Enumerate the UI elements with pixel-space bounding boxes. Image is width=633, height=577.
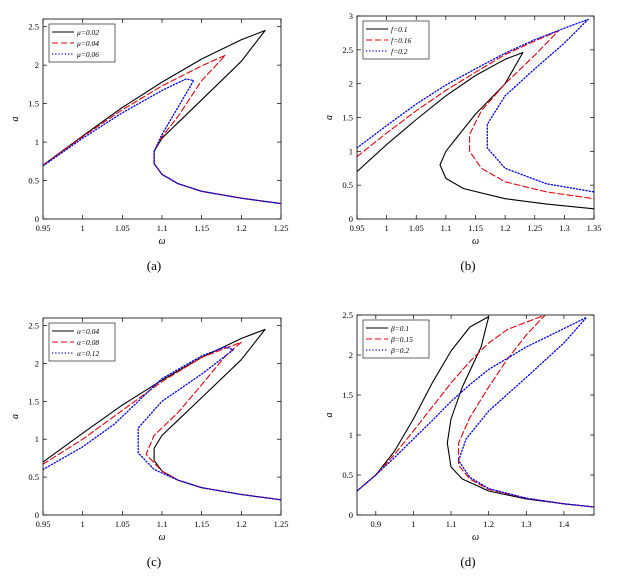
x-tick-label-b-6: 1.25 xyxy=(527,223,542,233)
x-tick-label-c-5: 1.2 xyxy=(236,519,247,529)
y-tick-label-c-4: 2 xyxy=(35,358,39,368)
y-tick-label-d-2: 1 xyxy=(349,430,353,440)
x-axis-label-b: ω xyxy=(472,236,479,247)
y-tick-label-c-2: 1 xyxy=(35,434,39,444)
panel-caption-a: (a) xyxy=(146,258,162,273)
x-tick-label-d-1: 1 xyxy=(411,519,415,529)
series-line-a-2 xyxy=(43,54,281,205)
y-tick-label-a-0: 0 xyxy=(35,214,39,224)
y-tick-label-b-3: 1.5 xyxy=(342,113,353,123)
y-tick-label-a-3: 1.5 xyxy=(28,99,39,109)
legend-label-c-2: α=0.08 xyxy=(77,338,99,347)
x-tick-label-b-0: 0.95 xyxy=(350,223,365,233)
legend-label-a-2: μ=0.04 xyxy=(77,39,99,48)
chart-panel-d: 0.9 1 1.1 1.2 1.3 1.400.511.522.5ωaβ=0.1β=0.1… xyxy=(324,310,595,543)
legend-label-b-2: f=0.16 xyxy=(391,36,412,45)
y-tick-label-a-4: 2 xyxy=(35,60,39,70)
x-tick-label-c-4: 1.15 xyxy=(194,519,209,529)
x-tick-label-a-1: 1 xyxy=(81,223,85,233)
y-tick-label-b-5: 2.5 xyxy=(342,45,353,55)
series-line-c-2 xyxy=(43,341,281,501)
y-tick-label-d-0: 0 xyxy=(349,510,353,520)
y-tick-label-d-3: 1.5 xyxy=(342,390,353,400)
y-tick-label-a-5: 2.5 xyxy=(28,22,39,32)
y-axis-label-d: a xyxy=(324,413,335,418)
y-tick-label-c-5: 2.5 xyxy=(28,321,39,331)
y-tick-label-d-1: 0.5 xyxy=(342,470,353,480)
series-line-d-3 xyxy=(357,316,594,508)
x-tick-label-b-4: 1.15 xyxy=(468,223,483,233)
legend-label-d-2: β=0.15 xyxy=(390,335,413,344)
legend-label-c-3: α=0.12 xyxy=(77,349,99,358)
legend-label-a-1: μ=0.02 xyxy=(77,28,99,37)
series-line-b-1 xyxy=(357,51,594,210)
y-tick-label-b-4: 2 xyxy=(349,79,353,89)
y-tick-label-a-2: 1 xyxy=(35,137,39,147)
y-axis-label-b: a xyxy=(324,115,335,120)
series-line-d-1 xyxy=(357,316,594,508)
legend-d: β=0.1 β=0.15 β=0.2 xyxy=(362,319,430,359)
x-tick-label-c-0: 0.95 xyxy=(36,519,51,529)
axes-frame-d xyxy=(356,314,595,516)
x-tick-label-b-3: 1.1 xyxy=(441,223,452,233)
x-tick-label-b-1: 1 xyxy=(385,223,389,233)
series-line-b-2 xyxy=(357,30,594,200)
panel-caption-d: (d) xyxy=(460,554,476,569)
x-tick-label-b-2: 1.05 xyxy=(409,223,424,233)
y-tick-label-b-0: 0 xyxy=(349,214,353,224)
x-axis-label-d: ω xyxy=(472,532,479,543)
x-tick-label-a-4: 1.15 xyxy=(194,223,209,233)
series-line-c-3 xyxy=(43,346,281,501)
legend-label-b-1: f=0.1 xyxy=(391,25,408,34)
x-tick-label-c-6: 1.25 xyxy=(274,519,289,529)
series-line-b-3 xyxy=(357,18,594,193)
y-tick-label-c-3: 1.5 xyxy=(28,396,39,406)
y-tick-label-d-5: 2.5 xyxy=(342,310,353,320)
x-tick-label-d-4: 1.3 xyxy=(521,519,532,529)
x-axis-label-c: ω xyxy=(158,532,165,543)
x-tick-label-d-0: 0.9 xyxy=(370,519,381,529)
x-tick-label-b-8: 1.35 xyxy=(587,223,602,233)
x-tick-label-d-3: 1.2 xyxy=(483,519,494,529)
panel-caption-b: (b) xyxy=(460,258,476,273)
x-tick-label-c-2: 1.05 xyxy=(115,519,130,529)
x-tick-label-a-2: 1.05 xyxy=(115,223,130,233)
legend-b: f=0.1 f=0.16 f=0.2 xyxy=(362,20,430,60)
x-tick-label-c-3: 1.1 xyxy=(157,519,168,529)
y-tick-label-d-4: 2 xyxy=(349,350,353,360)
x-axis-label-a: ω xyxy=(158,236,165,247)
chart-panel-b: 0.95 1 1.05 1.1 1.15 1.2 1.25 1.3 1.35 0 0.5 1 1.5 2 2… xyxy=(324,11,601,247)
legend-label-d-3: β=0.2 xyxy=(390,346,409,355)
series-line-a-3 xyxy=(43,78,281,205)
x-tick-label-b-5: 1.2 xyxy=(500,223,511,233)
chart-panel-a: 0.95 1 1.05 1.1 1.15 1.2 1.25 0 0.5 1 1.5 2 2.5 ω a μ=0… xyxy=(10,18,289,247)
y-tick-label-c-0: 0 xyxy=(35,510,39,520)
series-line-d-2 xyxy=(357,315,594,508)
legend-label-b-3: f=0.2 xyxy=(391,47,408,56)
x-tick-label-b-7: 1.3 xyxy=(559,223,570,233)
y-tick-label-c-1: 0.5 xyxy=(28,472,39,482)
chart-panel-c: 0.95 1 1.05 1.1 1.15 1.2 1.25 0 0.5 1 1.5 2 2.5 ω a α=0… xyxy=(10,317,289,543)
legend-label-d-1: β=0.1 xyxy=(390,324,409,333)
legend-label-a-3: μ=0.06 xyxy=(77,50,99,59)
y-tick-label-b-6: 3 xyxy=(349,11,353,21)
panel-caption-c: (c) xyxy=(146,554,162,569)
y-tick-label-b-2: 1 xyxy=(349,146,353,156)
x-tick-label-d-5: 1.4 xyxy=(559,519,570,529)
legend-label-c-1: α=0.04 xyxy=(77,327,99,336)
y-axis-label-c: a xyxy=(10,414,21,419)
y-tick-label-b-1: 0.5 xyxy=(342,180,353,190)
legend-a: μ=0.02 μ=0.04 μ=0.06 xyxy=(48,23,116,63)
y-tick-label-a-1: 0.5 xyxy=(28,176,39,186)
x-tick-label-a-3: 1.1 xyxy=(157,223,168,233)
x-tick-label-d-2: 1.1 xyxy=(446,519,457,529)
legend-c: α=0.04 α=0.08 α=0.12 xyxy=(48,322,116,362)
y-axis-label-a: a xyxy=(10,117,21,122)
x-tick-label-a-5: 1.2 xyxy=(236,223,247,233)
x-tick-label-a-0: 0.95 xyxy=(36,223,51,233)
x-tick-label-c-1: 1 xyxy=(81,519,85,529)
x-tick-label-a-6: 1.25 xyxy=(274,223,289,233)
